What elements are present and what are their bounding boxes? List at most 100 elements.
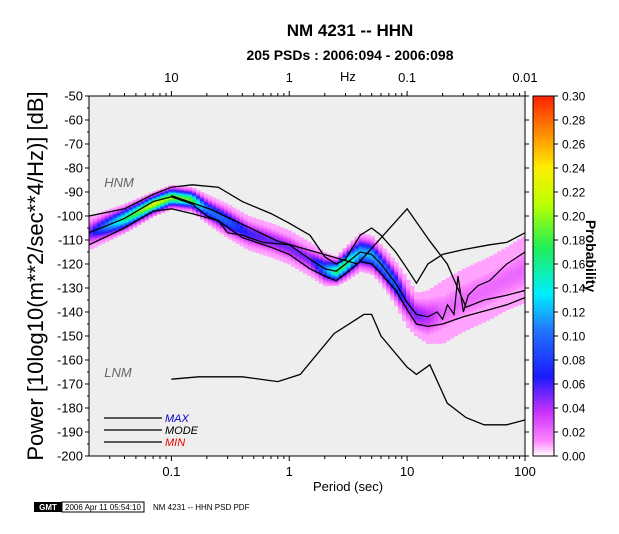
density-cell (176, 201, 181, 203)
density-cell (188, 192, 193, 194)
density-cell (410, 303, 415, 307)
density-cell (231, 220, 237, 223)
density-cell (275, 253, 280, 256)
density-cell (92, 243, 98, 246)
density-cell (425, 322, 431, 325)
density-cell (425, 333, 431, 337)
density-cell (382, 249, 387, 252)
density-cell (342, 249, 348, 252)
density-cell (493, 284, 498, 288)
density-cell (271, 232, 276, 235)
density-cell (132, 215, 138, 217)
density-cell (227, 226, 233, 229)
density-cell (239, 212, 245, 214)
density-cell (453, 320, 459, 323)
density-cell (120, 223, 126, 225)
density-cell (267, 240, 272, 243)
density-cell (172, 206, 177, 209)
density-cell (136, 221, 142, 224)
density-cell (180, 204, 185, 206)
density-cell (255, 250, 261, 252)
density-cell (334, 263, 340, 266)
density-cell (144, 210, 150, 213)
density-cell (358, 267, 364, 270)
density-cell (215, 209, 221, 212)
density-cell (295, 262, 300, 265)
density-cell (223, 220, 229, 223)
density-cell (461, 306, 467, 310)
density-cell (104, 231, 110, 233)
density-cell (437, 338, 443, 342)
density-cell (108, 219, 114, 222)
density-cell (263, 249, 268, 251)
density-cell (295, 267, 300, 270)
density-cell (112, 226, 118, 229)
density-cell (255, 226, 261, 228)
density-cell (192, 210, 197, 212)
density-cell (104, 221, 110, 223)
density-cell (477, 268, 482, 271)
density-cell (255, 222, 261, 225)
y-tick-label: -130 (57, 281, 83, 296)
density-cell (291, 243, 296, 246)
density-cell (215, 203, 221, 206)
density-cell (374, 253, 379, 256)
density-cell (493, 291, 498, 295)
density-cell (469, 285, 475, 288)
hnm-line (171, 194, 525, 309)
density-cell (378, 260, 383, 263)
density-cell (263, 227, 268, 230)
density-cell (414, 295, 419, 298)
density-cell (267, 239, 272, 242)
density-cell (350, 268, 356, 271)
density-cell (366, 259, 372, 262)
density-cell (291, 237, 296, 240)
density-cell (128, 226, 134, 228)
density-cell (429, 327, 435, 330)
density-cell (279, 259, 284, 262)
density-cell (358, 254, 364, 257)
density-cell (227, 207, 233, 210)
density-cell (160, 195, 165, 197)
density-cell (417, 306, 423, 310)
density-cell (188, 199, 193, 202)
density-cell (247, 245, 253, 247)
density-cell (192, 197, 197, 200)
density-cell (112, 208, 118, 211)
density-cell (386, 258, 391, 261)
density-cell (338, 282, 344, 284)
density-cell (120, 212, 126, 215)
density-cell (386, 288, 391, 291)
density-cell (449, 320, 455, 323)
density-cell (291, 250, 296, 253)
density-cell (433, 308, 439, 311)
density-cell (465, 282, 471, 286)
density-cell (104, 225, 110, 228)
density-cell (370, 240, 375, 243)
density-cell (180, 193, 185, 196)
density-cell (275, 238, 280, 241)
density-cell (231, 221, 237, 224)
density-cell (362, 265, 368, 268)
density-cell (120, 222, 126, 224)
density-cell (469, 269, 475, 273)
density-cell (251, 221, 257, 224)
density-cell (342, 248, 348, 250)
density-cell (172, 185, 177, 187)
density-cell (501, 302, 506, 306)
density-cell (425, 341, 431, 344)
density-cell (449, 293, 455, 297)
colorbar-tick-label: 0.22 (562, 186, 586, 200)
density-cell (334, 281, 340, 283)
density-cell (461, 268, 467, 272)
density-cell (425, 305, 431, 308)
density-cell (124, 220, 130, 222)
density-cell (505, 264, 510, 268)
density-cell (227, 210, 233, 212)
density-cell (172, 190, 177, 192)
colorbar-tick-label: 0.04 (562, 402, 586, 416)
density-cell (362, 235, 368, 238)
colorbar (532, 95, 555, 457)
density-cell (199, 203, 205, 206)
density-cell (116, 205, 122, 208)
